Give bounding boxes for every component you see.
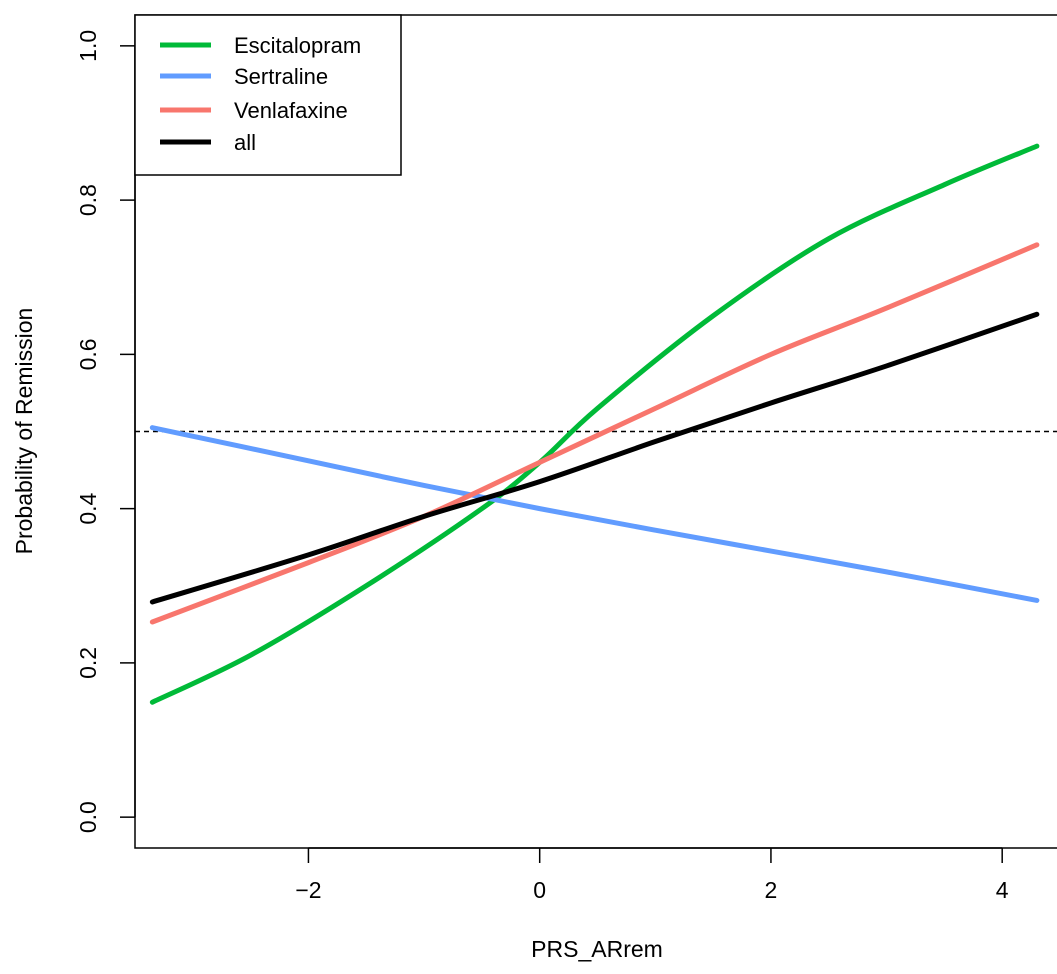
y-tick-label-0.6: 0.6 bbox=[75, 338, 101, 370]
x-axis-label: PRS_ARrem bbox=[531, 936, 663, 962]
series-line-venlafaxine bbox=[149, 242, 1040, 625]
y-tick-label-1: 1.0 bbox=[75, 30, 101, 62]
legend-box bbox=[134, 14, 402, 176]
series-line-escitalopram bbox=[149, 143, 1040, 705]
x-tick-label-0: 0 bbox=[533, 877, 546, 903]
series-line-all bbox=[149, 311, 1040, 605]
y-axis-label: Probability of Remission bbox=[11, 308, 37, 555]
x-tick-label--2: −2 bbox=[295, 877, 321, 903]
legend-label-all: all bbox=[234, 130, 256, 155]
y-tick-label-0: 0.0 bbox=[75, 801, 101, 833]
legend-label-venlafaxine: Venlafaxine bbox=[234, 98, 348, 123]
x-tick-label-2: 2 bbox=[765, 877, 778, 903]
legend-label-sertraline: Sertraline bbox=[234, 64, 328, 89]
y-tick-label-0.4: 0.4 bbox=[75, 492, 101, 524]
series-line-sertraline bbox=[149, 425, 1040, 603]
series-layer bbox=[149, 143, 1040, 705]
legend: Escitalopram Sertraline Venlafaxine all bbox=[134, 14, 402, 176]
y-tick-label-0.2: 0.2 bbox=[75, 647, 101, 679]
legend-label-escitalopram: Escitalopram bbox=[234, 33, 361, 58]
y-tick-label-0.8: 0.8 bbox=[75, 184, 101, 216]
x-tick-label-4: 4 bbox=[996, 877, 1009, 903]
